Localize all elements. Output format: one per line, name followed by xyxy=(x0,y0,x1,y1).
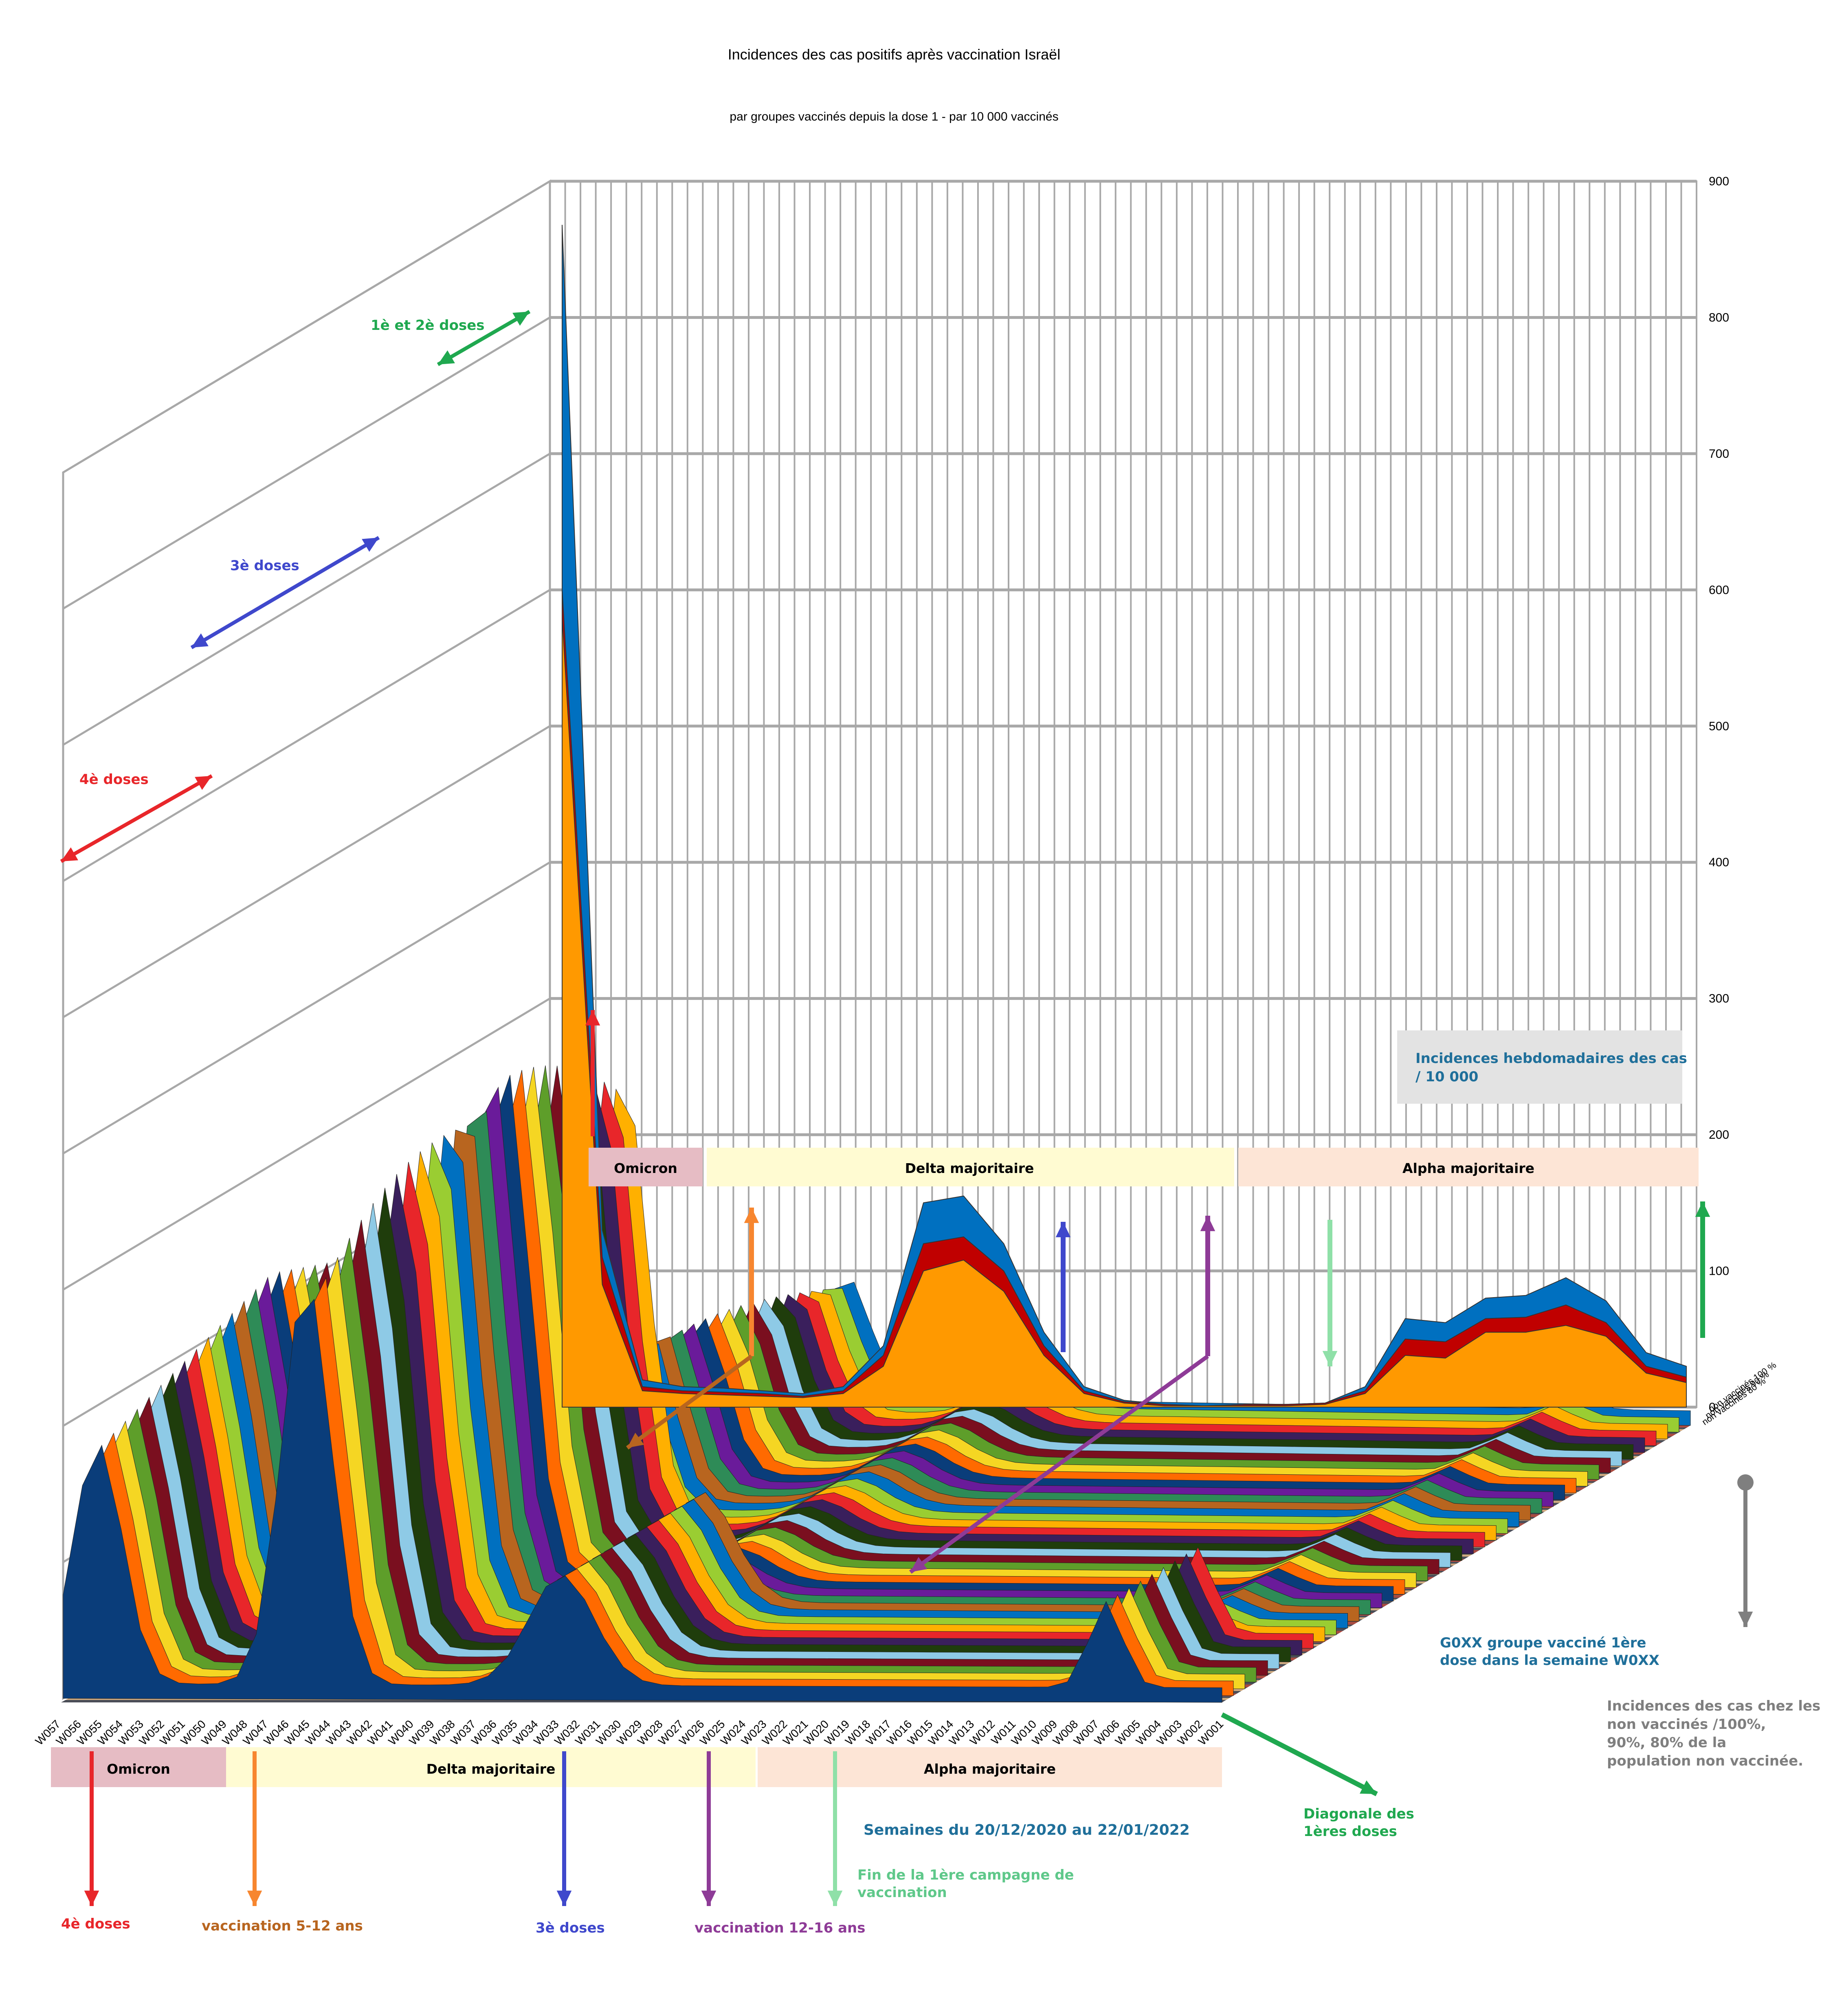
orange-up-arrow-head xyxy=(744,1208,759,1223)
group-desc-line2: dose dans la semaine W0XX xyxy=(1440,1652,1659,1669)
diagonal-line2: 1ères doses xyxy=(1303,1823,1397,1840)
y-tick-label: 100 xyxy=(1709,1265,1729,1278)
y-tick-label: 200 xyxy=(1709,1128,1729,1142)
bottom-4doses-label: 4è doses xyxy=(61,1916,130,1932)
bottom-red-arrow-head xyxy=(84,1891,99,1906)
doses-4-arrow xyxy=(60,774,213,863)
orange-diag-arrow xyxy=(626,1354,753,1450)
purple-up-arrow-head xyxy=(1200,1216,1215,1231)
back-wall-grid xyxy=(549,180,1697,1409)
omicron-band-bottom xyxy=(51,1747,226,1787)
purple-diag-arrow xyxy=(909,1354,1209,1574)
omicron-label-top: Omicron xyxy=(614,1160,677,1176)
back-wall-frame xyxy=(549,180,1697,1408)
doses-12-label: 1è et 2è doses xyxy=(371,317,485,334)
y-tick-label: 900 xyxy=(1709,175,1729,188)
grey-down-arrow-head xyxy=(1738,1612,1753,1627)
bottom-lightgreen-arrow-head xyxy=(827,1891,843,1906)
doses-4-arrow-head xyxy=(195,776,212,790)
diagonal-arrow xyxy=(1221,1712,1378,1796)
bottom-purple-arrow-head xyxy=(701,1891,716,1906)
delta-label-top: Delta majoritaire xyxy=(905,1160,1034,1176)
left-gridline xyxy=(62,997,551,1291)
diagonal-arrow-head xyxy=(1360,1780,1377,1794)
y-tick-label: 800 xyxy=(1709,311,1729,324)
doses-12-arrow-head xyxy=(512,312,530,326)
depth-tick-label: non vaccinés 100 % xyxy=(1707,1360,1778,1414)
left-gridline xyxy=(62,725,551,1018)
omicron-label-bottom: Omicron xyxy=(107,1761,170,1777)
alpha-label-top: Alpha majoritaire xyxy=(1402,1160,1534,1176)
alpha-band-top xyxy=(1238,1148,1699,1186)
y-tick-label: 700 xyxy=(1709,447,1729,461)
doses-3-arrow-tail xyxy=(191,633,209,648)
left-gridline xyxy=(62,452,551,746)
x-axis: W057W056W055W054W053W052W051W050W049W048… xyxy=(33,1717,1226,1748)
diagonal-line1: Diagonale des xyxy=(1303,1806,1414,1822)
cohort-ridge xyxy=(63,1298,1222,1703)
y-tick-label: 300 xyxy=(1709,992,1729,1006)
left-gridline xyxy=(62,861,551,1155)
fin-campagne-line2: vaccination xyxy=(857,1884,947,1901)
left-gridline xyxy=(62,316,551,610)
doses-3-arrow-head xyxy=(362,538,379,552)
cohort-series xyxy=(63,1065,1691,1703)
orange-diag-arrow-head xyxy=(627,1432,644,1448)
incidence-box-line2: / 10 000 xyxy=(1415,1069,1478,1085)
red-up-arrow-head xyxy=(585,1010,600,1026)
weeks-span-label: Semaines du 20/12/2020 au 22/01/2022 xyxy=(864,1822,1190,1838)
group-desc-line1: G0XX groupe vacciné 1ère xyxy=(1440,1635,1646,1651)
y-tick-label: 0 xyxy=(1709,1401,1716,1414)
non-vax-line3: 90%, 80% de la xyxy=(1607,1735,1726,1751)
left-gridline xyxy=(62,180,551,474)
chart-title: Incidences des cas positifs après vaccin… xyxy=(728,46,1060,63)
alpha-label-bottom: Alpha majoritaire xyxy=(924,1761,1056,1777)
bottom-5-12-label: vaccination 5-12 ans xyxy=(202,1918,363,1934)
doses-12-arrow-tail xyxy=(438,350,455,365)
doses-3-label: 3è doses xyxy=(230,558,299,574)
incidence-box-line1: Incidences hebdomadaires des cas xyxy=(1415,1050,1687,1067)
doses-12-arrow xyxy=(437,310,531,366)
bottom-12-16-label: vaccination 12-16 ans xyxy=(695,1920,866,1936)
bottom-3doses-label: 3è doses xyxy=(536,1920,605,1936)
chart-subtitle: par groupes vaccinés depuis la dose 1 - … xyxy=(730,110,1058,123)
doses-3-arrow xyxy=(190,536,380,649)
delta-label-bottom: Delta majoritaire xyxy=(426,1761,556,1777)
doses-4-label: 4è doses xyxy=(79,771,149,788)
omicron-band-top xyxy=(589,1148,703,1186)
green-up-arrow-head xyxy=(1695,1201,1710,1217)
annotation-arrows xyxy=(60,310,1754,1906)
bottom-orange-arrow-head xyxy=(247,1891,262,1906)
lightgreen-down-arrow-head xyxy=(1322,1351,1338,1366)
depth-axis: non vaccinés 80 %non vaccinés 90 %non va… xyxy=(1700,1360,1778,1427)
blue-up-arrow-head xyxy=(1055,1222,1071,1237)
non-vax-line4: population non vaccinée. xyxy=(1607,1753,1803,1769)
left-gridline xyxy=(62,589,551,882)
doses-4-arrow-tail xyxy=(61,847,78,861)
bottom-blue-arrow-head xyxy=(556,1891,572,1906)
incidence-box xyxy=(1397,1030,1682,1104)
non-vax-line2: non vaccinés /100%, xyxy=(1607,1716,1766,1733)
y-tick-label: 500 xyxy=(1709,720,1729,733)
fin-campagne-line1: Fin de la 1ère campagne de xyxy=(857,1867,1074,1883)
y-tick-label: 600 xyxy=(1709,583,1729,597)
delta-band-bottom xyxy=(226,1747,756,1787)
y-axis: 0 100 200 300 400 500 600 700 800 900 xyxy=(1709,175,1729,1414)
delta-band-top xyxy=(707,1148,1234,1186)
non-vax-line1: Incidences des cas chez les xyxy=(1607,1698,1820,1714)
y-tick-label: 400 xyxy=(1709,856,1729,869)
purple-diag-arrow-head xyxy=(910,1557,927,1572)
